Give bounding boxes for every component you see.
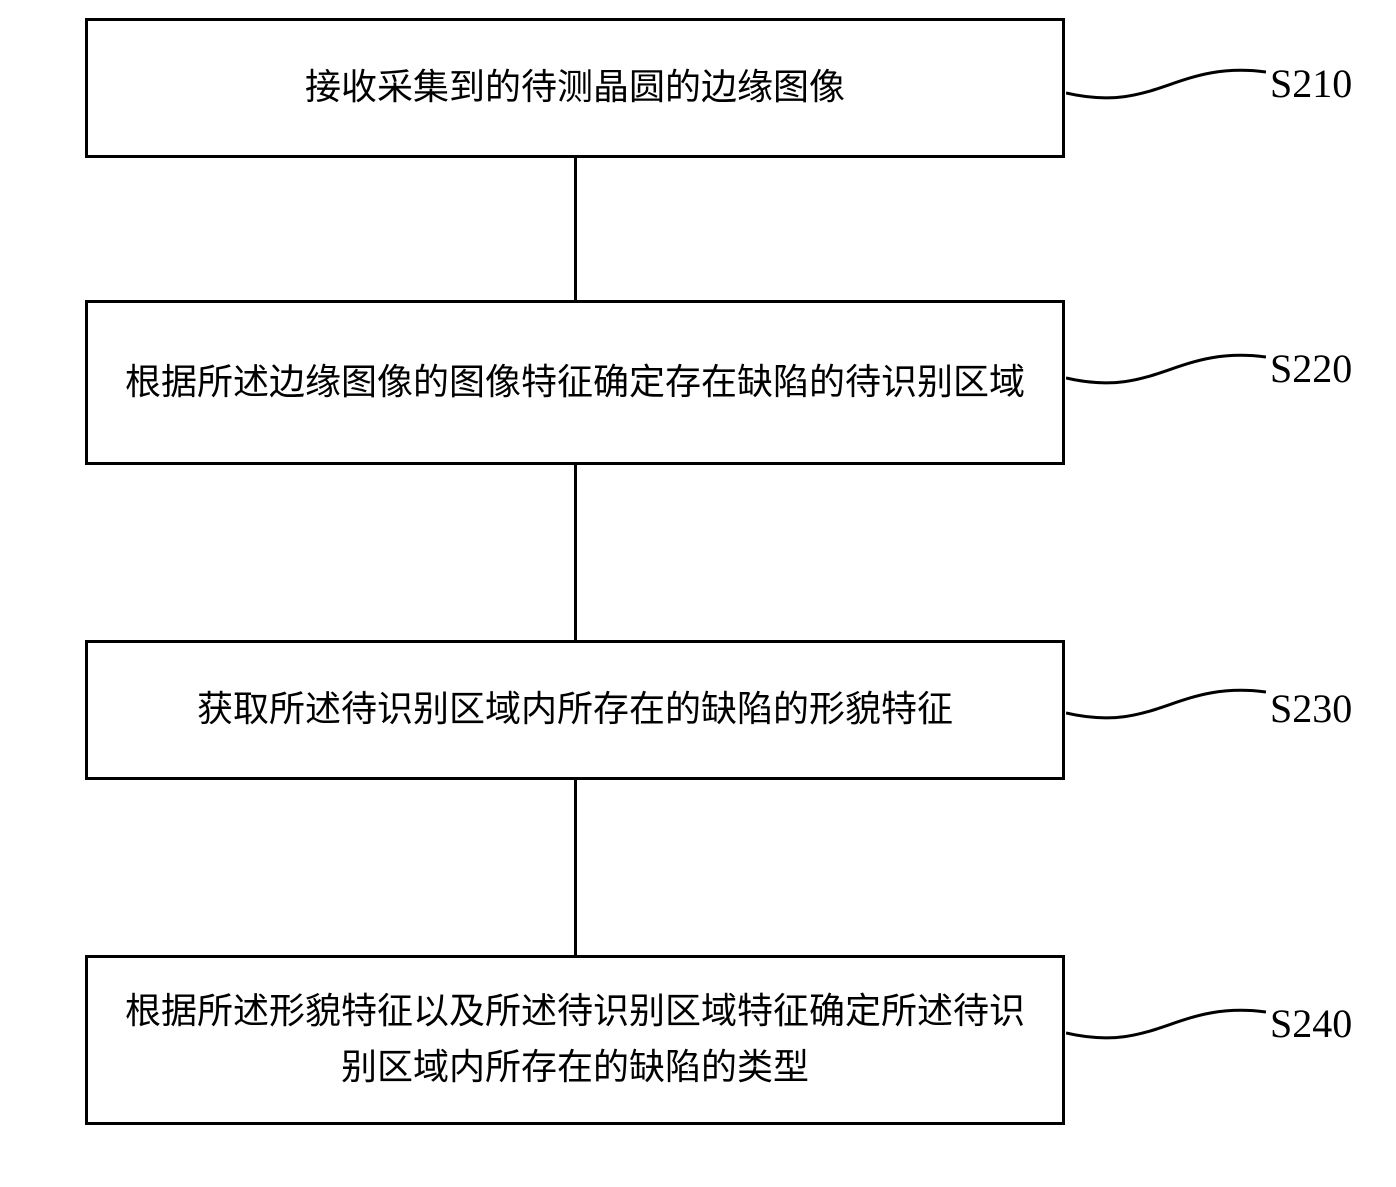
flowchart-step-s220: 根据所述边缘图像的图像特征确定存在缺陷的待识别区域 [85,300,1065,465]
flowchart-canvas: 接收采集到的待测晶圆的边缘图像 S210 根据所述边缘图像的图像特征确定存在缺陷的待… [0,0,1396,1187]
flowchart-step-s230: 获取所述待识别区域内所存在的缺陷的形貌特征 [85,640,1065,780]
step-label-s240: S240 [1270,1000,1352,1047]
label-connector-curve [1066,345,1266,405]
flowchart-step-s240: 根据所述形貌特征以及所述待识别区域特征确定所述待识别区域内所存在的缺陷的类型 [85,955,1065,1125]
flowchart-step-s210: 接收采集到的待测晶圆的边缘图像 [85,18,1065,158]
flowchart-connector-3 [574,780,577,955]
flowchart-connector-1 [574,158,577,300]
flowchart-connector-2 [574,465,577,640]
step-label-s220: S220 [1270,345,1352,392]
label-connector-curve [1066,1000,1266,1060]
label-connector-curve [1066,680,1266,740]
step-text: 获取所述待识别区域内所存在的缺陷的形貌特征 [197,682,953,738]
step-text: 接收采集到的待测晶圆的边缘图像 [305,60,845,116]
step-text: 根据所述形貌特征以及所述待识别区域特征确定所述待识别区域内所存在的缺陷的类型 [116,984,1034,1096]
label-connector-curve [1066,60,1266,120]
step-text: 根据所述边缘图像的图像特征确定存在缺陷的待识别区域 [125,355,1025,411]
step-label-s230: S230 [1270,685,1352,732]
step-label-s210: S210 [1270,60,1352,107]
